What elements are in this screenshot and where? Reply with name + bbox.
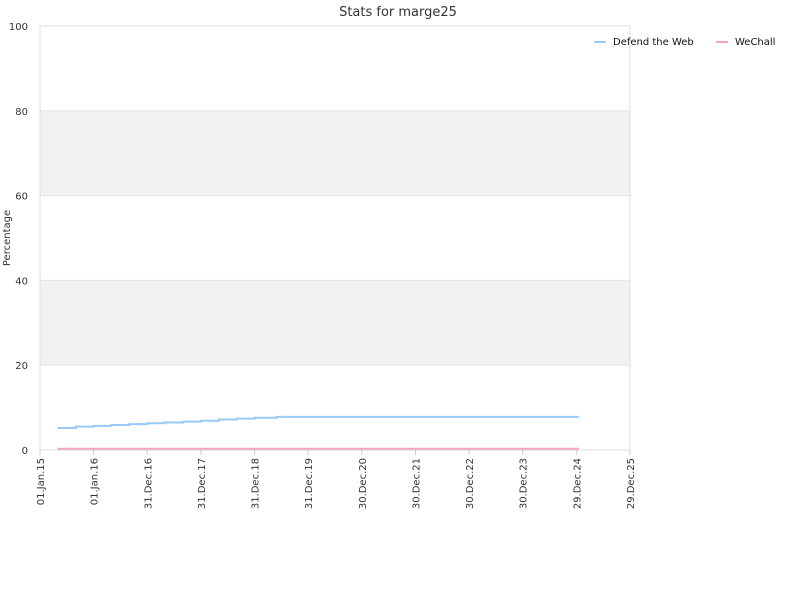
series-defend-the-web <box>57 415 579 429</box>
x-tick-label: 31.Dec.18 <box>251 458 262 509</box>
chart-title: Stats for marge25 <box>339 5 457 20</box>
legend-item[interactable]: WeChall <box>716 37 775 48</box>
series-layer <box>57 415 579 450</box>
x-axis-ticks: 01.Jan.15 01.Jan.16 31.Dec.16 31.Dec.17 31.D… <box>36 450 637 509</box>
x-tick-label: 30.Dec.22 <box>465 458 476 509</box>
plot-bands <box>40 110 630 366</box>
y-tick-label: 60 <box>15 192 28 203</box>
plot-area <box>39 25 631 451</box>
x-tick-label: 30.Dec.21 <box>411 458 422 509</box>
plot-band <box>40 280 630 366</box>
x-tick-label: 30.Dec.20 <box>358 458 369 509</box>
legend-label: WeChall <box>735 37 775 48</box>
legend-item[interactable]: Defend the Web <box>594 37 694 48</box>
y-tick-label: 40 <box>15 276 28 287</box>
y-tick-label: 100 <box>9 22 28 33</box>
x-tick-label: 01.Jan.16 <box>90 458 101 505</box>
x-tick-label: 31.Dec.19 <box>304 458 315 509</box>
y-tick-label: 80 <box>15 107 28 118</box>
legend-label: Defend the Web <box>613 37 694 48</box>
x-tick-label: 30.Dec.23 <box>519 458 530 509</box>
plot-band <box>40 110 630 196</box>
x-tick-label: 31.Dec.16 <box>143 458 154 509</box>
legend[interactable]: Defend the Web WeChall <box>594 37 775 48</box>
series-line <box>57 415 579 429</box>
x-tick-label: 29.Dec.24 <box>572 458 583 509</box>
y-axis-label: Percentage <box>2 210 13 266</box>
gridlines <box>40 25 630 451</box>
y-tick-label: 0 <box>22 446 28 457</box>
x-tick-label: 01.Jan.15 <box>36 458 47 505</box>
y-axis-ticks: 0 20 40 60 80 100 <box>9 22 28 457</box>
y-tick-label: 20 <box>15 361 28 372</box>
x-tick-label: 29.Dec.25 <box>626 458 637 509</box>
x-tick-label: 31.Dec.17 <box>197 458 208 509</box>
